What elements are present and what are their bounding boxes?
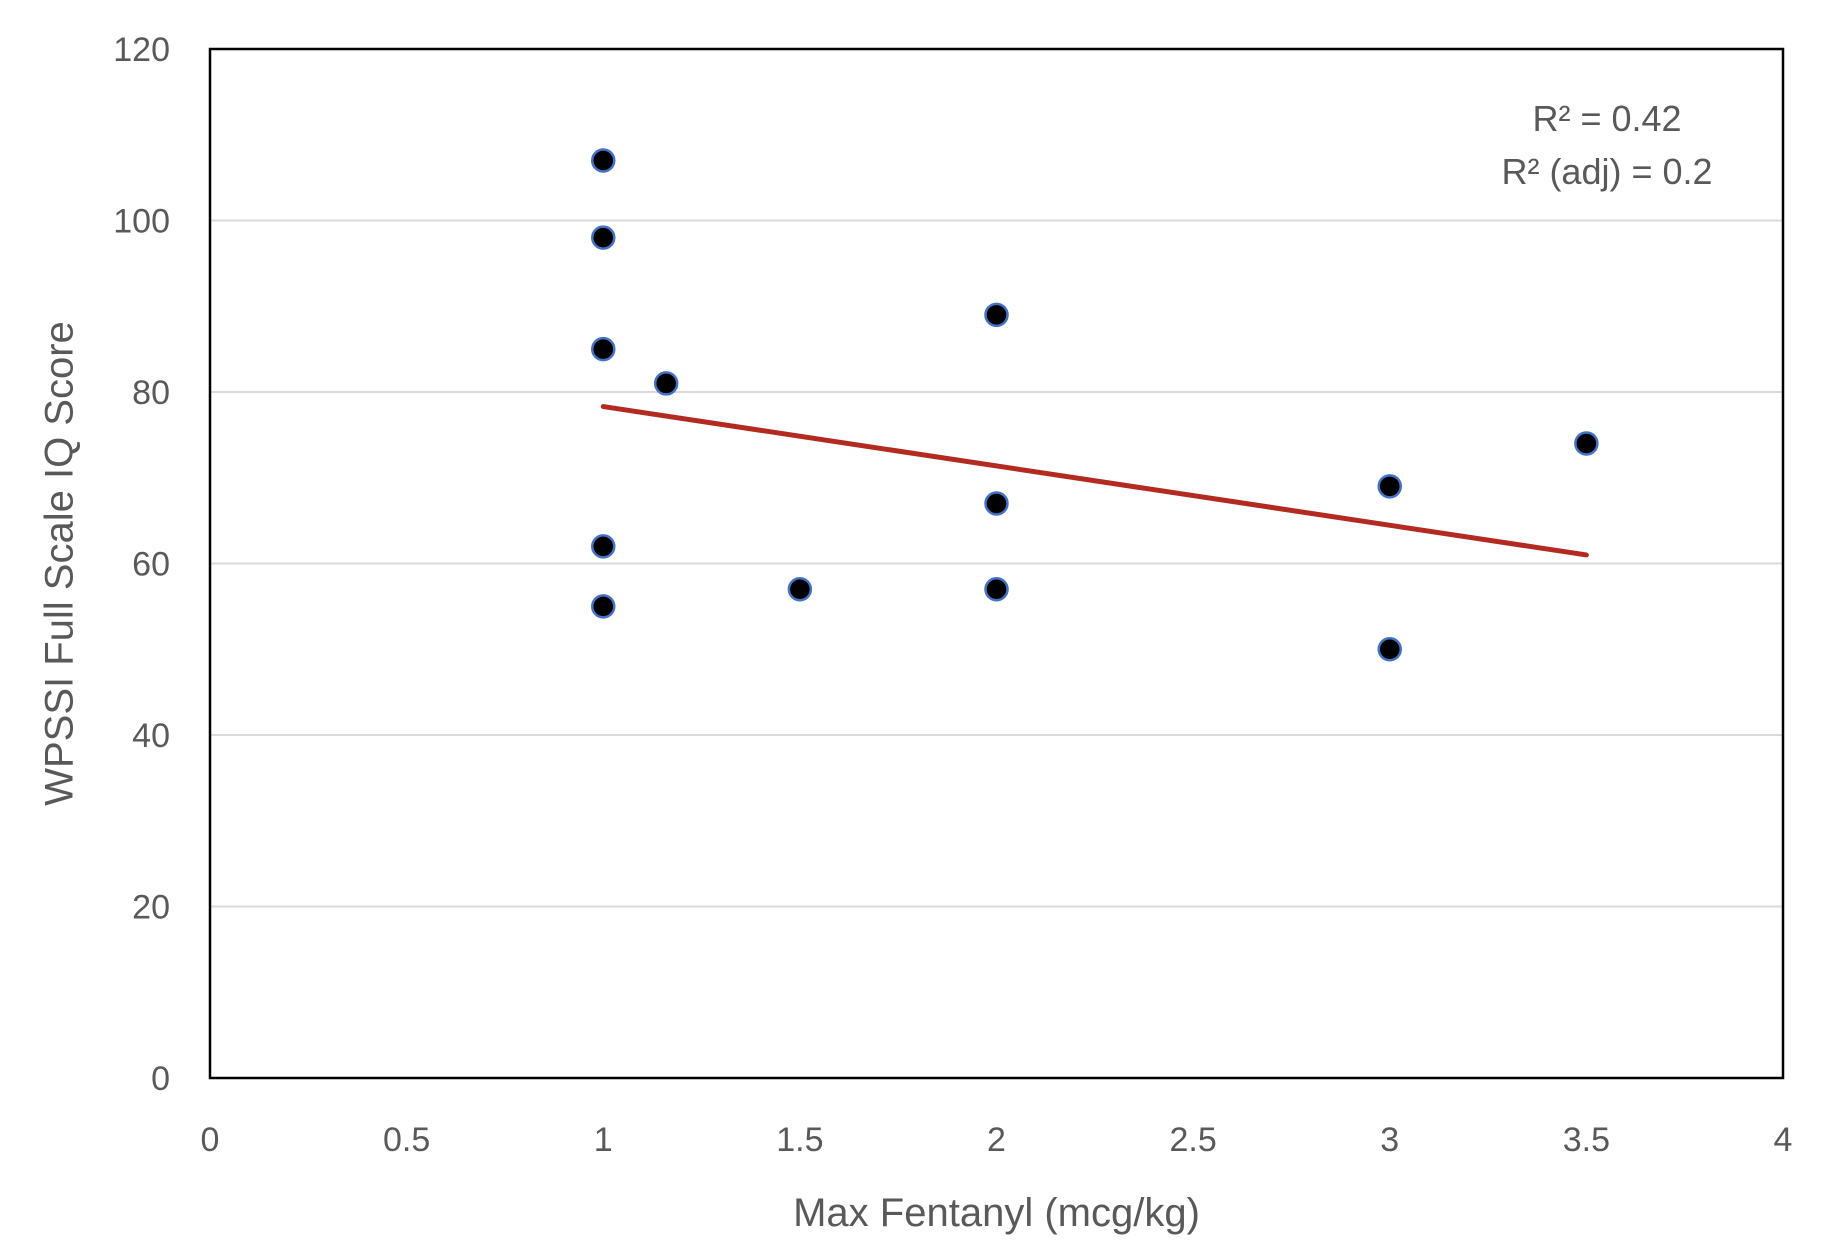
x-tick-label: 1 <box>594 1121 613 1159</box>
data-point <box>984 491 1009 516</box>
r-squared-adj-label: R² (adj) = 0.2 <box>1501 151 1712 192</box>
x-axis-ticks: 0 0.5 1 1.5 2 2.5 3 3.5 4 <box>201 1121 1793 1159</box>
trendline <box>600 404 1589 558</box>
y-axis-title: WPSSI Full Scale IQ Score <box>38 321 82 806</box>
x-tick-label: 0.5 <box>383 1121 430 1159</box>
plot-frame <box>208 47 1785 1080</box>
gridlines <box>210 219 1783 908</box>
data-point <box>653 371 679 396</box>
data-point <box>1574 431 1599 456</box>
data-point <box>591 594 616 619</box>
x-tick-label: 2 <box>987 1121 1006 1159</box>
x-tick-label: 3.5 <box>1563 1121 1610 1159</box>
x-tick-label: 4 <box>1774 1121 1793 1159</box>
data-point <box>984 302 1009 328</box>
y-tick-label: 0 <box>151 1060 170 1098</box>
x-tick-label: 0 <box>201 1121 220 1159</box>
x-axis-title: Max Fentanyl (mcg/kg) <box>793 1191 1200 1235</box>
x-tick-label: 3 <box>1380 1121 1399 1159</box>
y-tick-label: 60 <box>132 546 170 584</box>
data-point <box>591 148 616 173</box>
x-tick-label: 2.5 <box>1169 1121 1216 1159</box>
y-tick-label: 40 <box>132 717 170 755</box>
data-point <box>591 336 616 362</box>
data-points <box>591 148 1599 662</box>
trendline-layer <box>600 404 1589 558</box>
y-tick-label: 100 <box>113 203 170 241</box>
r-squared-label: R² = 0.42 <box>1532 98 1681 139</box>
x-tick-label: 1.5 <box>776 1121 823 1159</box>
data-point <box>591 534 616 559</box>
data-point <box>591 225 616 250</box>
data-point <box>787 576 813 602</box>
y-tick-label: 20 <box>132 889 170 927</box>
data-point <box>1377 637 1402 662</box>
y-axis-ticks: 0 20 40 60 80 100 120 <box>113 31 170 1098</box>
data-point <box>984 576 1009 602</box>
y-tick-label: 80 <box>132 374 170 412</box>
data-point <box>1377 474 1402 499</box>
y-tick-label: 120 <box>113 31 170 69</box>
